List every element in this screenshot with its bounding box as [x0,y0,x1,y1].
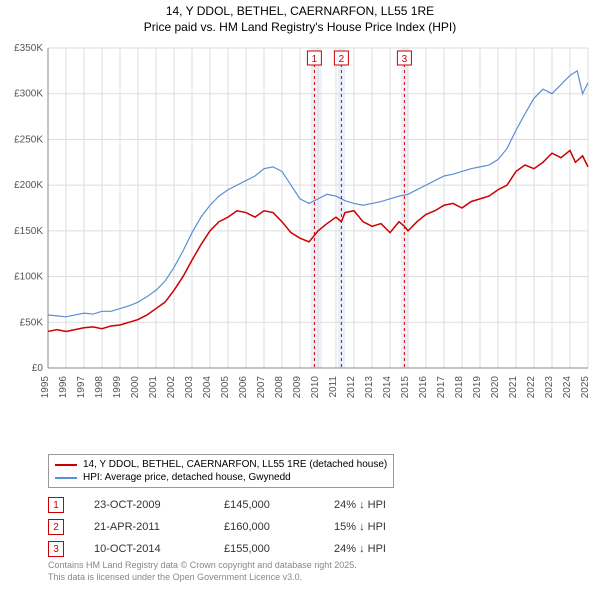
sale-marker-3: 3 [48,541,64,557]
svg-text:2016: 2016 [418,376,429,399]
svg-text:£50K: £50K [20,317,44,328]
chart-area: £0 £50K £100K £150K £200K £250K £300K £350K 1995… [5,40,595,410]
sale-vs-hpi: 24% ↓ HPI [334,543,386,555]
sale-price: £145,000 [224,499,334,511]
footer-line1: Contains HM Land Registry data © Crown c… [48,560,357,572]
svg-text:2002: 2002 [166,376,177,399]
svg-text:2001: 2001 [148,376,159,399]
svg-text:2008: 2008 [274,376,285,399]
sales-table: 1 23-OCT-2009 £145,000 24% ↓ HPI 2 21-AP… [48,494,386,560]
svg-text:£100K: £100K [14,272,43,283]
title-line1: 14, Y DDOL, BETHEL, CAERNARFON, LL55 1RE [0,4,600,20]
svg-text:£200K: £200K [14,180,43,191]
svg-text:1: 1 [312,54,318,65]
sale-date: 23-OCT-2009 [94,499,224,511]
svg-text:1997: 1997 [76,376,87,399]
svg-text:2005: 2005 [220,376,231,399]
svg-text:2006: 2006 [238,376,249,399]
svg-text:2017: 2017 [436,376,447,399]
sale-date: 10-OCT-2014 [94,543,224,555]
svg-text:£150K: £150K [14,226,43,237]
legend-swatch-1 [55,477,77,479]
svg-text:2: 2 [339,54,345,65]
svg-text:£0: £0 [32,363,44,374]
svg-text:2021: 2021 [508,376,519,399]
svg-text:2020: 2020 [490,376,501,399]
footer-note: Contains HM Land Registry data © Crown c… [48,560,357,583]
sale-price: £160,000 [224,521,334,533]
svg-text:2009: 2009 [292,376,303,399]
svg-text:2003: 2003 [184,376,195,399]
chart-container: 14, Y DDOL, BETHEL, CAERNARFON, LL55 1RE… [0,0,600,590]
sale-date: 21-APR-2011 [94,521,224,533]
legend-row: HPI: Average price, detached house, Gwyn… [55,471,387,484]
sales-row: 2 21-APR-2011 £160,000 15% ↓ HPI [48,516,386,538]
svg-text:2013: 2013 [364,376,375,399]
svg-text:2024: 2024 [562,376,573,399]
legend-label-0: 14, Y DDOL, BETHEL, CAERNARFON, LL55 1RE… [83,459,387,470]
title-line2: Price paid vs. HM Land Registry's House … [0,20,600,36]
svg-text:2000: 2000 [130,376,141,399]
svg-text:2007: 2007 [256,376,267,399]
svg-text:2014: 2014 [382,376,393,399]
footer-line2: This data is licensed under the Open Gov… [48,572,357,584]
svg-text:1999: 1999 [112,376,123,399]
sale-vs-hpi: 24% ↓ HPI [334,499,386,511]
svg-text:2019: 2019 [472,376,483,399]
legend-label-1: HPI: Average price, detached house, Gwyn… [83,472,291,483]
svg-text:2022: 2022 [526,376,537,399]
svg-text:2012: 2012 [346,376,357,399]
legend-swatch-0 [55,464,77,466]
sales-row: 1 23-OCT-2009 £145,000 24% ↓ HPI [48,494,386,516]
svg-text:2011: 2011 [328,376,339,398]
svg-text:£350K: £350K [14,43,43,54]
svg-text:1998: 1998 [94,376,105,399]
sale-vs-hpi: 15% ↓ HPI [334,521,386,533]
svg-text:2004: 2004 [202,376,213,399]
svg-text:2023: 2023 [544,376,555,399]
svg-text:2015: 2015 [400,376,411,399]
legend-box: 14, Y DDOL, BETHEL, CAERNARFON, LL55 1RE… [48,454,394,488]
sale-price: £155,000 [224,543,334,555]
svg-text:1995: 1995 [40,376,51,399]
sales-row: 3 10-OCT-2014 £155,000 24% ↓ HPI [48,538,386,560]
svg-text:2025: 2025 [580,376,591,399]
title-block: 14, Y DDOL, BETHEL, CAERNARFON, LL55 1RE… [0,0,600,35]
legend-row: 14, Y DDOL, BETHEL, CAERNARFON, LL55 1RE… [55,458,387,471]
chart-svg: £0 £50K £100K £150K £200K £250K £300K £350K 1995… [5,40,595,410]
svg-text:1996: 1996 [58,376,69,399]
svg-text:2010: 2010 [310,376,321,399]
sale-marker-2: 2 [48,519,64,535]
svg-text:3: 3 [402,54,408,65]
svg-text:£300K: £300K [14,89,43,100]
sale-marker-1: 1 [48,497,64,513]
svg-text:2018: 2018 [454,376,465,399]
svg-text:£250K: £250K [14,134,43,145]
